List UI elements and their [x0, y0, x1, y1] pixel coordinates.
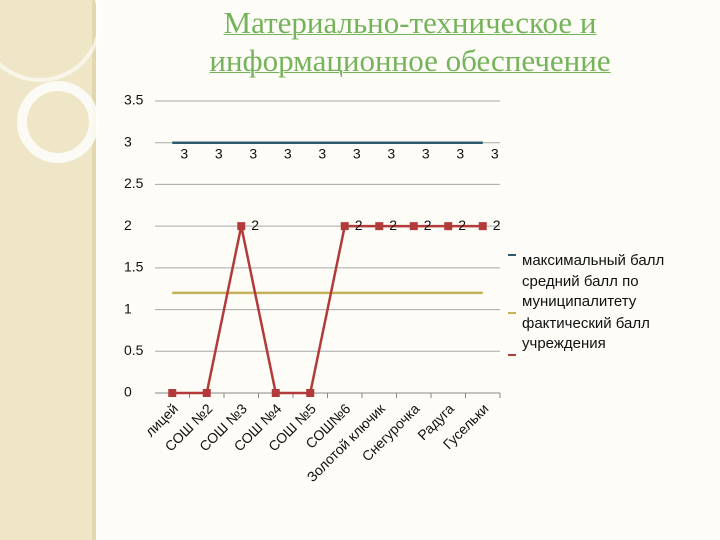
legend-label: средний балл по муниципалитету [522, 273, 639, 310]
point-marker [478, 222, 487, 231]
data-label: 3 [284, 145, 292, 161]
legend-label: фактический балл учреждения [522, 315, 650, 352]
data-label: 2 [424, 217, 432, 233]
data-label: 3 [318, 145, 326, 161]
legend-label: максимальный балл [522, 252, 665, 269]
point-marker [237, 222, 246, 231]
y-tick-label: 0.5 [124, 342, 144, 358]
point-marker [375, 222, 384, 231]
point-marker [409, 222, 418, 231]
point-marker [340, 222, 349, 231]
chart-title: Материально-техническое и информационное… [209, 5, 611, 78]
series-line [172, 224, 483, 395]
legend-key [508, 312, 516, 314]
y-tick-label: 3.5 [124, 92, 144, 108]
data-label: 3 [456, 145, 464, 161]
decor-circle [17, 81, 99, 163]
legend-entry: максимальный балл [508, 251, 708, 271]
data-label: 3 [249, 145, 257, 161]
data-label: 2 [389, 217, 397, 233]
point-marker [444, 222, 453, 231]
point-marker [306, 389, 315, 397]
data-label: 3 [422, 145, 430, 161]
point-marker [168, 389, 177, 397]
y-tick-label: 1 [124, 300, 132, 316]
data-label: 2 [458, 217, 466, 233]
point-marker [271, 389, 280, 397]
y-tick-label: 3 [124, 133, 132, 149]
decor-edge [92, 0, 96, 540]
legend-entry: фактический балл учреждения [508, 314, 708, 356]
legend-entry: средний балл по муниципалитету [508, 272, 708, 314]
y-tick-label: 0 [124, 384, 132, 400]
legend-key [508, 254, 516, 256]
data-label: 3 [215, 145, 223, 161]
y-tick-label: 2.5 [124, 175, 144, 191]
data-label: 2 [355, 217, 363, 233]
data-label: 2 [251, 217, 259, 233]
data-label: 3 [387, 145, 395, 161]
y-tick-label: 2 [124, 217, 132, 233]
point-marker [202, 389, 211, 397]
data-label: 3 [353, 145, 361, 161]
data-label: 3 [180, 145, 188, 161]
y-tick-label: 1.5 [124, 259, 144, 275]
data-label: 3 [491, 145, 499, 161]
decor-circle [0, 0, 102, 82]
legend-key [508, 354, 516, 356]
data-label: 2 [493, 217, 501, 233]
